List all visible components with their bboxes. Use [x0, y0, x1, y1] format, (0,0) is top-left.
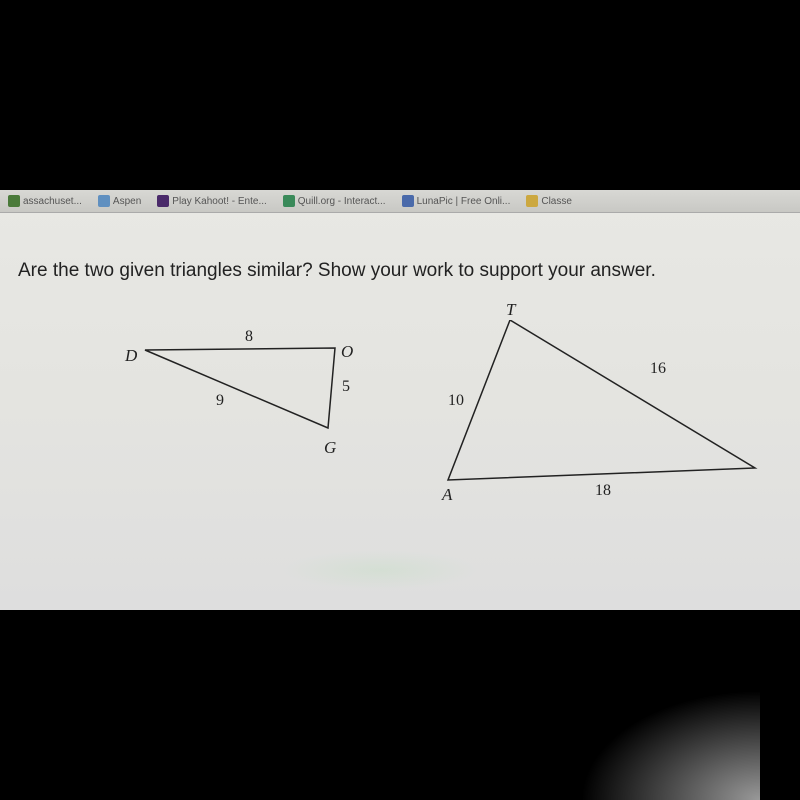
- bookmark-item[interactable]: LunaPic | Free Onli...: [402, 195, 511, 207]
- bookmark-bar: assachuset... Aspen Play Kahoot! - Ente.…: [0, 190, 800, 213]
- question-text: Are the two given triangles similar? Sho…: [18, 260, 656, 282]
- bookmark-item[interactable]: Classe: [526, 195, 572, 207]
- bookmark-icon: [526, 195, 538, 207]
- vertex-g: G: [324, 438, 336, 458]
- side-ar: 18: [595, 482, 611, 500]
- vertex-t: T: [506, 300, 515, 320]
- bookmark-icon: [402, 195, 414, 207]
- bookmark-item[interactable]: Quill.org - Interact...: [283, 195, 386, 207]
- vertex-a: A: [442, 485, 452, 505]
- bookmark-item[interactable]: assachuset...: [8, 195, 82, 207]
- bookmark-item[interactable]: Aspen: [98, 195, 141, 207]
- bookmark-icon: [157, 195, 169, 207]
- bookmark-icon: [283, 195, 295, 207]
- side-ta: 10: [448, 392, 464, 410]
- screen-area: assachuset... Aspen Play Kahoot! - Ente.…: [0, 190, 800, 610]
- bookmark-label: Play Kahoot! - Ente...: [172, 196, 267, 207]
- diagram-area: D O G 8 5 9 T A 16 10 18: [0, 320, 800, 600]
- screen-glare: [580, 690, 760, 800]
- bookmark-item[interactable]: Play Kahoot! - Ente...: [157, 195, 267, 207]
- bookmark-label: Classe: [541, 196, 572, 207]
- bookmark-icon: [98, 195, 110, 207]
- side-tr: 16: [650, 360, 666, 378]
- side-og: 5: [342, 378, 350, 396]
- side-dg: 9: [216, 392, 224, 410]
- side-do: 8: [245, 328, 253, 346]
- bookmark-label: LunaPic | Free Onli...: [417, 196, 511, 207]
- green-tint: [280, 550, 480, 590]
- vertex-o: O: [341, 342, 353, 362]
- bookmark-label: Quill.org - Interact...: [298, 196, 386, 207]
- bookmark-label: Aspen: [113, 196, 141, 207]
- vertex-d: D: [125, 346, 137, 366]
- bookmark-label: assachuset...: [23, 196, 82, 207]
- bookmark-icon: [8, 195, 20, 207]
